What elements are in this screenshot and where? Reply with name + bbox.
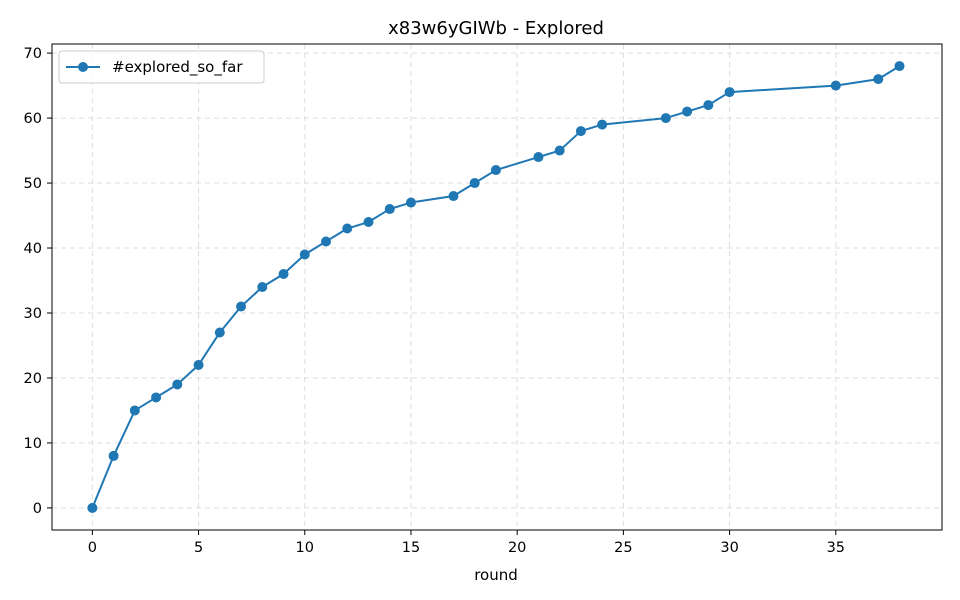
legend-marker-swatch <box>78 62 88 72</box>
data-point <box>703 100 714 111</box>
x-axis: 0 5 10 15 20 25 30 35 <box>88 530 845 556</box>
data-point <box>151 392 162 403</box>
x-tick-label: 15 <box>402 540 420 556</box>
data-point <box>894 61 905 72</box>
y-tick-label: 50 <box>24 176 42 192</box>
data-point <box>490 165 501 176</box>
legend-label: #explored_so_far <box>112 58 243 77</box>
data-point <box>873 74 884 85</box>
grid <box>52 44 942 530</box>
x-tick-label: 20 <box>508 540 526 556</box>
data-point <box>193 359 204 370</box>
data-point <box>660 113 671 124</box>
x-tick-label: 10 <box>296 540 314 556</box>
data-point <box>87 502 98 513</box>
legend: #explored_so_far <box>58 50 265 84</box>
data-point <box>342 223 353 234</box>
y-tick-label: 20 <box>24 371 42 387</box>
y-axis: 0 10 20 30 40 50 60 70 <box>24 46 52 517</box>
y-tick-label: 0 <box>33 501 42 517</box>
data-point <box>448 191 459 202</box>
data-point <box>172 379 183 390</box>
data-point <box>597 119 608 130</box>
data-point <box>682 106 693 117</box>
data-point <box>321 236 332 247</box>
data-point <box>554 145 565 156</box>
data-point <box>575 126 586 137</box>
data-point <box>236 301 247 312</box>
plot-frame <box>51 43 943 531</box>
data-point <box>830 80 841 91</box>
data-point <box>469 178 480 189</box>
data-point <box>278 269 289 280</box>
x-tick-label: 5 <box>194 540 203 556</box>
data-point <box>405 197 416 208</box>
x-tick-label: 25 <box>614 540 632 556</box>
data-point <box>384 204 395 215</box>
data-point <box>129 405 140 416</box>
data-point <box>108 450 119 461</box>
y-tick-label: 40 <box>24 241 42 257</box>
data-point <box>257 282 268 292</box>
y-tick-label: 30 <box>24 306 42 322</box>
x-tick-label: 30 <box>720 540 738 556</box>
x-tick-label: 35 <box>827 540 845 556</box>
y-tick-label: 10 <box>24 436 42 452</box>
data-point <box>533 152 544 163</box>
y-tick-label: 70 <box>24 46 42 62</box>
data-point <box>214 327 225 338</box>
data-point <box>724 87 735 98</box>
chart-title: x83w6yGIWb - Explored <box>388 18 604 39</box>
x-axis-title: round <box>474 566 518 584</box>
data-point <box>363 217 374 228</box>
series-layer <box>87 61 905 513</box>
x-tick-label: 0 <box>88 540 97 556</box>
y-tick-label: 60 <box>24 111 42 127</box>
data-point <box>299 249 310 260</box>
legend-box <box>58 50 265 84</box>
